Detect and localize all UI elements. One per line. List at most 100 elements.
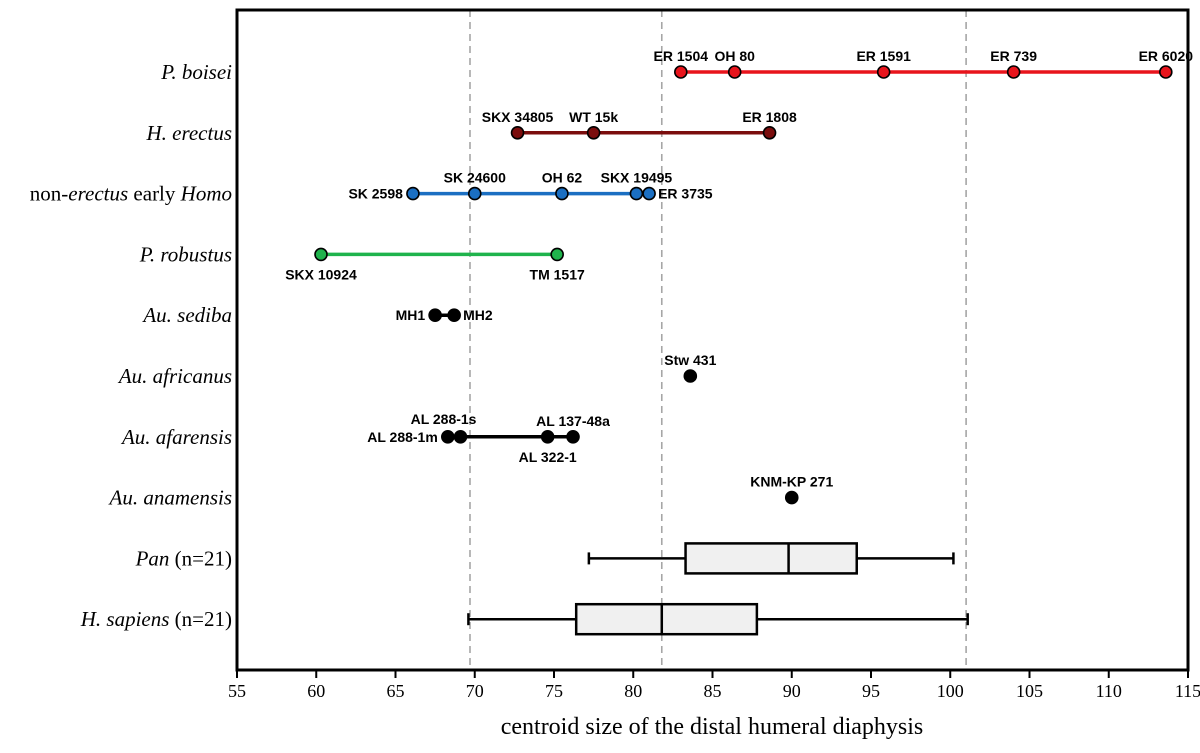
point-label: WT 15k	[569, 109, 618, 125]
point-label: SK 2598	[348, 186, 403, 202]
point-label: TM 1517	[530, 266, 585, 282]
point-label: Stw 431	[664, 352, 716, 368]
point-label: OH 62	[542, 170, 583, 186]
x-tick-label: 70	[466, 681, 484, 701]
boxplot-box	[574, 602, 759, 636]
x-tick-label: 55	[228, 681, 246, 701]
point-label: AL 288-1m	[367, 429, 438, 445]
data-point	[453, 429, 468, 444]
point-label: SK 24600	[444, 170, 506, 186]
category-label-part: Au. sediba	[141, 303, 232, 327]
point-label: SKX 10924	[285, 266, 357, 282]
data-point	[762, 126, 777, 140]
series-p-boisei: ER 1504 OH 80 ER 1591 ER 739 ER 6020	[654, 48, 1194, 79]
category-label-part: non-	[30, 182, 69, 206]
point-label: ER 739	[990, 48, 1037, 64]
category-labels: P. boisei H. erectus non-erectus early Hom…	[30, 60, 232, 631]
category-label-h-erectus: H. erectus	[145, 121, 232, 145]
category-label-h-sapiens: H. sapiens (n=21)	[80, 607, 232, 631]
point-label: ER 6020	[1139, 48, 1194, 64]
data-point	[673, 65, 688, 79]
data-point	[1006, 65, 1021, 79]
category-label-pan: Pan (n=21)	[135, 546, 232, 570]
data-point	[727, 65, 742, 79]
point-label: ER 1591	[856, 48, 911, 64]
data-point	[406, 186, 420, 201]
data-point	[467, 186, 482, 201]
x-tick-label: 115	[1175, 681, 1200, 701]
x-tick-label: 90	[783, 681, 801, 701]
data-series: ER 1504 OH 80 ER 1591 ER 739 ER 6020 SKX 3480…	[285, 48, 1194, 505]
category-label-part: H. sapiens	[80, 607, 170, 631]
x-tick-label: 60	[307, 681, 325, 701]
series-au-sediba: MH1 MH2	[396, 307, 493, 323]
point-label: OH 80	[714, 48, 755, 64]
category-label-part: P. robustus	[139, 242, 232, 266]
category-label-part: H. erectus	[145, 121, 232, 145]
category-label-part: (n=21)	[169, 607, 232, 631]
reference-lines	[469, 10, 967, 670]
x-axis-title: centroid size of the distal humeral diap…	[501, 714, 924, 740]
point-label: SKX 19495	[601, 170, 673, 186]
series-p-robustus: SKX 10924 TM 1517	[285, 247, 585, 282]
data-point	[441, 429, 455, 444]
x-tick-label: 105	[1016, 681, 1043, 701]
data-point	[428, 308, 442, 323]
point-label: MH1	[396, 307, 426, 323]
category-label-au-afarensis: Au. afarensis	[120, 425, 232, 449]
boxplots	[467, 542, 969, 636]
data-point	[447, 308, 461, 323]
data-point	[566, 429, 580, 444]
category-label-p-boisei: P. boisei	[160, 60, 232, 84]
category-label-p-robustus: P. robustus	[139, 242, 232, 266]
point-label: KNM-KP 271	[750, 474, 833, 490]
series-au-anamensis: KNM-KP 271	[750, 474, 833, 505]
series-au-afarensis: AL 288-1m AL 288-1s AL 322-1 AL 137-48a	[367, 411, 610, 465]
x-tick-label: 80	[624, 681, 642, 701]
category-label-part: Pan	[135, 546, 170, 570]
data-point	[876, 65, 891, 79]
category-label-part: Au. afarensis	[120, 425, 232, 449]
point-label: ER 1808	[742, 109, 797, 125]
point-label: MH2	[463, 307, 493, 323]
data-point	[586, 126, 601, 140]
data-point	[314, 247, 328, 262]
x-axis: 55 60 65 70 75 80 85 90 95 100 105 110 115	[228, 670, 1200, 701]
category-label-au-africanus: Au. africanus	[117, 364, 232, 388]
x-tick-label: 95	[862, 681, 880, 701]
data-point	[510, 126, 525, 140]
category-label-part: P. boisei	[160, 60, 232, 84]
point-label: ER 1504	[654, 48, 709, 64]
category-label-au-sediba: Au. sediba	[141, 303, 232, 327]
category-label-part: (n=21)	[169, 546, 232, 570]
series-h-erectus: SKX 34805 WT 15k ER 1808	[482, 109, 797, 140]
boxplot-box	[684, 542, 858, 575]
category-label-part: erectus	[68, 182, 128, 206]
data-point	[629, 186, 644, 201]
category-label-au-anamensis: Au. anamensis	[108, 486, 233, 510]
point-label: AL 322-1	[519, 449, 577, 465]
x-tick-label: 75	[545, 681, 563, 701]
data-point	[540, 429, 555, 444]
data-point	[784, 490, 799, 505]
category-label-part: Homo	[180, 182, 232, 206]
point-label: AL 137-48a	[536, 413, 610, 429]
x-tick-label: 100	[937, 681, 964, 701]
x-tick-label: 85	[704, 681, 722, 701]
point-label: SKX 34805	[482, 109, 554, 125]
data-point	[642, 186, 656, 201]
x-tick-label: 110	[1096, 681, 1122, 701]
data-point	[1159, 65, 1173, 79]
category-label-part: Au. africanus	[117, 364, 232, 388]
point-label: ER 3735	[658, 186, 713, 202]
category-label-non-erectus-homo: non-erectus early Homo	[30, 182, 232, 206]
series-au-africanus: Stw 431	[664, 352, 717, 383]
category-label-part: Au. anamensis	[108, 486, 233, 510]
data-point	[555, 186, 569, 201]
x-tick-label: 65	[387, 681, 405, 701]
point-label: AL 288-1s	[411, 411, 477, 427]
data-point	[550, 247, 564, 262]
data-point	[683, 369, 698, 383]
